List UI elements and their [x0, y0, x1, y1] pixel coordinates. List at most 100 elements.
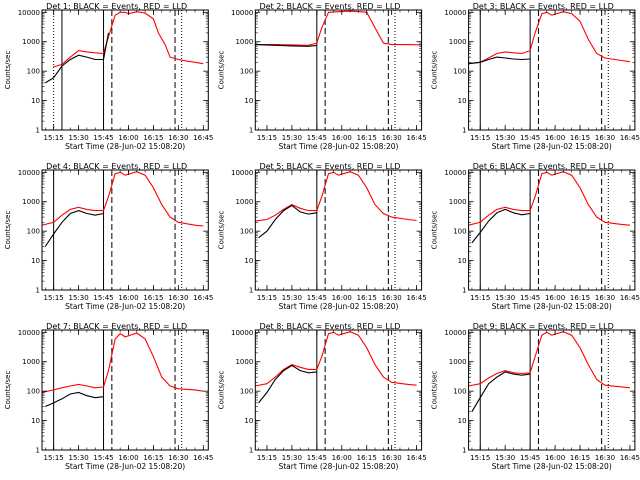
y-tick-label: 10 [244, 417, 253, 425]
x-tick-label: 15:45 [93, 294, 113, 302]
plot-frame [41, 329, 209, 451]
y-tick-label: 10 [31, 257, 40, 265]
y-tick-label: 1000 [235, 358, 253, 366]
y-tick-label: 10 [244, 257, 253, 265]
chart-title: Det 1: BLACK = Events, RED = LLD [46, 2, 187, 11]
x-tick-label: 15:15 [257, 454, 277, 462]
x-tick-label: 16:45 [407, 454, 427, 462]
series-line-lld-red [255, 10, 422, 46]
y-tick-label: 1 [462, 287, 466, 295]
x-tick-label: 15:45 [520, 134, 540, 142]
y-tick-label: 1 [36, 447, 40, 455]
x-tick-label: 15:45 [93, 454, 113, 462]
x-tick-label: 16:15 [357, 134, 377, 142]
plot-frame [254, 329, 423, 451]
y-tick-label: 1000 [449, 358, 467, 366]
series-line-events-black [45, 391, 104, 408]
x-tick-label: 15:15 [44, 134, 64, 142]
x-tick-label: 16:00 [332, 454, 352, 462]
y-tick-label: 1 [36, 287, 40, 295]
y-tick-label: 10000 [231, 329, 253, 337]
y-tick-label: 10 [458, 97, 467, 105]
x-tick-label: 16:00 [545, 294, 565, 302]
chart-panel-2: Det 2: BLACK = Events, RED = LLD 1 10 100 10… [217, 2, 426, 151]
chart-panel-7: Det 7: BLACK = Events, RED = LLD 1 10 100 10… [4, 322, 213, 471]
x-tick-label: 15:30 [495, 454, 515, 462]
y-axis-label: Counts/sec [431, 211, 439, 250]
y-tick-label: 1000 [22, 198, 40, 206]
x-tick-label: 16:15 [570, 294, 590, 302]
plot-frame [468, 329, 636, 451]
plot-frame [468, 9, 636, 131]
x-axis-label: Start Time (28-Jun-02 15:08:20) [65, 302, 185, 311]
x-tick-label: 16:45 [620, 454, 640, 462]
x-tick-label: 16:45 [193, 294, 213, 302]
plot-frame [41, 9, 209, 131]
y-axis-label: Counts/sec [217, 371, 225, 410]
x-tick-label: 15:45 [307, 294, 327, 302]
chart-panel-9: Det 9: BLACK = Events, RED = LLD 1 10 100 10… [431, 322, 640, 471]
x-tick-label: 15:30 [68, 454, 88, 462]
x-tick-label: 16:00 [545, 454, 565, 462]
x-tick-label: 16:30 [595, 134, 615, 142]
chart-title: Det 4: BLACK = Events, RED = LLD [46, 162, 187, 171]
x-tick-label: 15:45 [307, 134, 327, 142]
x-axis-label: Start Time (28-Jun-02 15:08:20) [278, 142, 398, 151]
y-tick-label: 100 [27, 68, 40, 76]
x-tick-label: 16:00 [118, 294, 138, 302]
y-tick-label: 1000 [235, 198, 253, 206]
x-tick-label: 16:30 [382, 454, 402, 462]
y-tick-label: 1 [249, 287, 253, 295]
x-tick-label: 15:15 [257, 134, 277, 142]
x-tick-label: 15:30 [495, 294, 515, 302]
chart-panel-6: Det 6: BLACK = Events, RED = LLD 1 10 100 10… [431, 162, 640, 311]
y-tick-label: 10 [244, 97, 253, 105]
chart-title: Det 7: BLACK = Events, RED = LLD [46, 322, 187, 331]
series-line-lld-red [42, 171, 204, 227]
chart-title: Det 8: BLACK = Events, RED = LLD [259, 322, 400, 331]
x-tick-label: 16:00 [118, 454, 138, 462]
x-tick-label: 15:15 [44, 294, 64, 302]
y-tick-label: 1 [249, 447, 253, 455]
y-tick-label: 100 [27, 228, 40, 236]
x-axis-label: Start Time (28-Jun-02 15:08:20) [278, 462, 398, 471]
x-tick-label: 15:30 [68, 134, 88, 142]
y-tick-label: 1 [462, 447, 466, 455]
series-line-lld-red [468, 11, 630, 65]
chart-panel-4: Det 4: BLACK = Events, RED = LLD 1 10 100 10… [4, 162, 213, 311]
y-axis-label: Counts/sec [4, 371, 12, 410]
x-tick-label: 16:30 [382, 134, 402, 142]
y-tick-label: 10 [458, 417, 467, 425]
y-axis-label: Counts/sec [4, 51, 12, 90]
y-tick-label: 100 [240, 68, 253, 76]
series-line-events-black [44, 210, 104, 247]
x-tick-label: 15:45 [520, 454, 540, 462]
x-tick-label: 16:15 [357, 454, 377, 462]
x-tick-label: 16:00 [332, 294, 352, 302]
chart-panel-8: Det 8: BLACK = Events, RED = LLD 1 10 100 10… [217, 322, 426, 471]
series-line-lld-red [255, 171, 417, 222]
x-tick-label: 16:30 [168, 294, 188, 302]
chart-panel-3: Det 3: BLACK = Events, RED = LLD 1 10 100 10… [431, 2, 640, 151]
x-tick-label: 16:30 [168, 454, 188, 462]
y-tick-label: 100 [453, 68, 466, 76]
x-axis-label: Start Time (28-Jun-02 15:08:20) [278, 302, 398, 311]
y-tick-label: 100 [453, 388, 466, 396]
y-axis-label: Counts/sec [4, 211, 12, 250]
series-line-lld-red [42, 332, 204, 394]
chart-title: Det 9: BLACK = Events, RED = LLD [473, 322, 614, 331]
y-tick-label: 10000 [231, 169, 253, 177]
y-tick-label: 1000 [449, 38, 467, 46]
plot-frame [41, 169, 209, 291]
y-tick-label: 100 [27, 388, 40, 396]
y-axis-label: Counts/sec [217, 51, 225, 90]
y-tick-label: 10000 [444, 169, 466, 177]
series-line-lld-red [468, 171, 630, 226]
plot-frame [254, 9, 423, 131]
chart-panel-5: Det 5: BLACK = Events, RED = LLD 1 10 100 10… [217, 162, 426, 311]
x-tick-label: 15:45 [307, 454, 327, 462]
x-tick-label: 15:30 [495, 134, 515, 142]
y-axis-label: Counts/sec [217, 211, 225, 250]
chart-title: Det 5: BLACK = Events, RED = LLD [259, 162, 400, 171]
